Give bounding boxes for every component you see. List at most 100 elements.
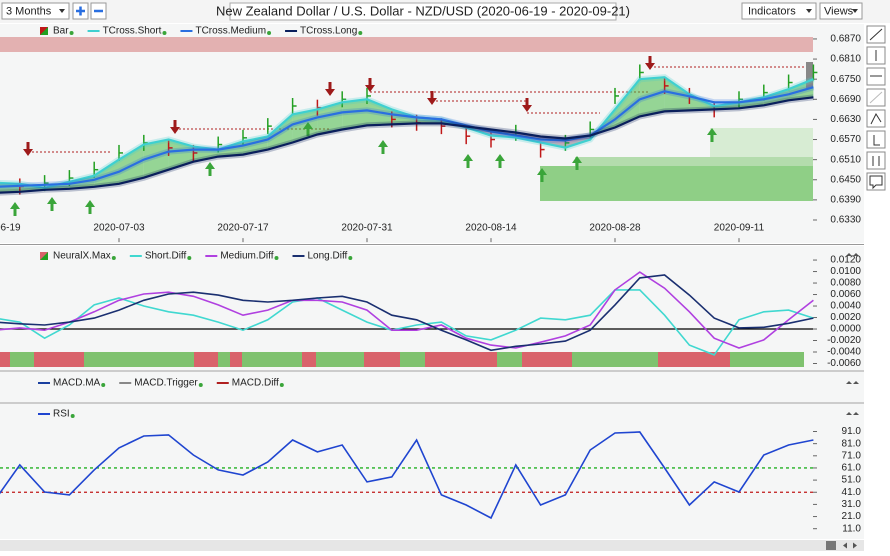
legend-dot — [101, 383, 106, 387]
y-tick-label: 0.0020 — [830, 312, 861, 323]
y-tick-label: 91.0 — [842, 426, 862, 437]
y-tick-label: 51.0 — [842, 475, 862, 486]
legend-dot — [358, 31, 363, 35]
rsi-panel — [0, 404, 864, 539]
cross-fill — [292, 109, 318, 143]
neuralx-strip — [0, 352, 804, 367]
y-tick-label: 0.6450 — [830, 174, 861, 185]
x-tick-label: 2020-07-03 — [93, 223, 145, 234]
y-tick-label: 41.0 — [842, 487, 862, 498]
legend-dot — [70, 414, 75, 418]
y-tick-label: 0.0100 — [830, 266, 861, 277]
y-tick-label: 0.6330 — [830, 215, 861, 226]
cross-fill — [143, 139, 169, 178]
y-tick-label: -0.0020 — [827, 335, 861, 346]
legend-label: RSI — [53, 409, 70, 420]
y-tick-label: 21.0 — [842, 511, 862, 522]
y-tick-label: 0.0120 — [830, 255, 861, 266]
cross-fill — [218, 141, 243, 157]
scroll-arrows[interactable] — [843, 542, 857, 549]
period-dropdown[interactable] — [1, 2, 70, 20]
y-tick-label: 0.6810 — [830, 54, 861, 65]
legend-label: TCross.Medium — [195, 26, 266, 37]
legend-label: TCross.Long — [300, 26, 357, 37]
series-line — [0, 289, 814, 356]
cross-fill — [317, 102, 343, 135]
legend-label: MACD.Trigger — [134, 378, 198, 389]
legend-dot — [274, 256, 279, 260]
legend-label: Short.Diff — [145, 251, 187, 262]
legend-dot — [348, 256, 353, 260]
y-tick-label: 0.6510 — [830, 154, 861, 165]
y-tick-label: 0.6630 — [830, 114, 861, 125]
legend-label: Bar — [53, 26, 69, 37]
dropdown-arrow — [59, 9, 65, 13]
legend-dot — [111, 256, 116, 260]
y-tick-label: 0.6750 — [830, 74, 861, 85]
period-label: 3 Months — [6, 5, 52, 17]
cross-fill — [342, 99, 367, 130]
x-tick-label: 2020-06-19 — [0, 223, 21, 234]
y-tick-label: 61.0 — [842, 463, 862, 474]
cross-fill — [94, 159, 119, 187]
legend-label: TCross.Short — [103, 26, 162, 37]
y-tick-label: 0.0080 — [830, 278, 861, 289]
x-tick-label: 2020-09-11 — [714, 223, 765, 234]
title-box — [229, 2, 617, 21]
cross-fill — [119, 144, 144, 184]
legend-dot — [267, 31, 272, 35]
support-zone — [540, 166, 813, 201]
price-marker — [806, 62, 813, 88]
y-tick-label: 11.0 — [842, 523, 861, 534]
legend-swatch — [40, 252, 48, 260]
tool-button[interactable] — [866, 172, 886, 191]
y-tick-label: 0.0040 — [830, 301, 861, 312]
chart-title: New Zealand Dollar / U.S. Dollar - NZD/U… — [216, 3, 630, 18]
series-line — [0, 96, 814, 194]
legend-label: Long.Diff — [307, 251, 347, 262]
oscillator-panel — [0, 246, 864, 370]
indicators-dropdown[interactable] — [741, 2, 817, 20]
y-tick-label: 0.6690 — [830, 94, 861, 105]
dropdown-arrow — [806, 9, 812, 13]
tool-button[interactable] — [866, 130, 886, 149]
y-tick-label: 31.0 — [842, 499, 862, 510]
tool-icons — [869, 28, 883, 190]
x-tick-label: 2020-07-31 — [341, 223, 393, 234]
indicators-label: Indicators — [748, 5, 796, 17]
y-tick-label: 0.6870 — [830, 34, 861, 45]
legend-swatch — [40, 27, 48, 35]
plus-icon — [76, 6, 85, 16]
views-dropdown[interactable] — [819, 2, 863, 20]
x-tick-label: 2020-07-17 — [217, 223, 269, 234]
scroll-thumb[interactable] — [826, 541, 836, 550]
legend-label: MACD.MA — [53, 378, 101, 389]
legend-label: Medium.Diff — [220, 251, 273, 262]
y-tick-label: -0.0060 — [827, 358, 861, 369]
y-tick-label: 0.6570 — [830, 134, 861, 145]
series-line — [0, 86, 814, 188]
series-line — [0, 76, 814, 189]
tool-button[interactable] — [866, 109, 886, 128]
y-tick-label: 0.6390 — [830, 195, 861, 206]
y-tick-label: 0.0000 — [830, 324, 861, 335]
support-zone — [710, 128, 813, 158]
views-label: Views — [824, 5, 854, 17]
cross-fill — [168, 139, 194, 170]
x-tick-label: 2020-08-28 — [589, 223, 641, 234]
y-tick-label: -0.0040 — [827, 347, 861, 358]
panel-toggles — [846, 253, 859, 415]
legend-dot — [162, 31, 167, 35]
scrollbar[interactable] — [0, 540, 864, 551]
y-tick-label: 81.0 — [842, 438, 862, 449]
tool-button[interactable] — [866, 151, 886, 170]
legend-dot — [187, 256, 192, 260]
x-tick-label: 2020-08-14 — [465, 223, 517, 234]
legend-label: NeuralX.Max — [53, 251, 111, 262]
y-tick-label: 71.0 — [842, 450, 862, 461]
resistance-zone — [0, 37, 813, 52]
support-zone — [575, 157, 813, 166]
cross-fill — [639, 77, 665, 117]
